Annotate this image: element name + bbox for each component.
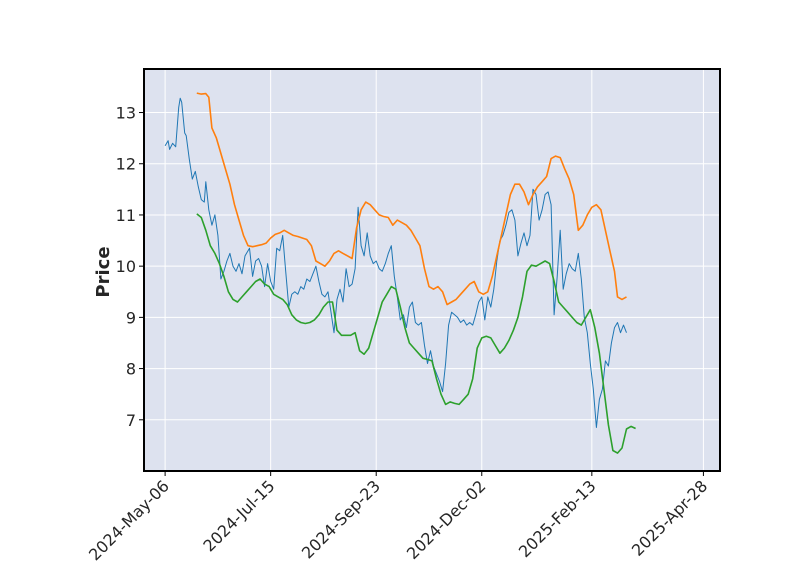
y-tick-label: 9 (126, 308, 136, 327)
series-line-3 (196, 213, 636, 454)
series-line-2 (196, 92, 627, 306)
plot-background (144, 69, 720, 471)
grid-lines (144, 69, 720, 471)
series-line-1 (164, 97, 627, 428)
x-tick-label: 2025-Apr-28 (628, 476, 711, 559)
x-tick-label: 2024-Jul-15 (199, 476, 278, 555)
y-tick-label: 8 (126, 360, 136, 379)
y-tick-label: 11 (116, 206, 136, 225)
y-tick-label: 13 (116, 104, 136, 123)
x-tick-label: 2024-Sep-23 (298, 476, 384, 562)
x-tick-label: 2025-Feb-13 (515, 476, 600, 561)
plot-frame (143, 68, 721, 472)
y-tick-label: 7 (126, 411, 136, 430)
y-tick-label: 12 (116, 155, 136, 174)
y-axis-label: Price (93, 246, 114, 297)
y-tick-label: 10 (116, 257, 136, 276)
x-tick-label: 2024-Dec-02 (403, 476, 490, 563)
x-tick-label: 2024-May-06 (85, 476, 173, 564)
series-lines (164, 92, 636, 454)
